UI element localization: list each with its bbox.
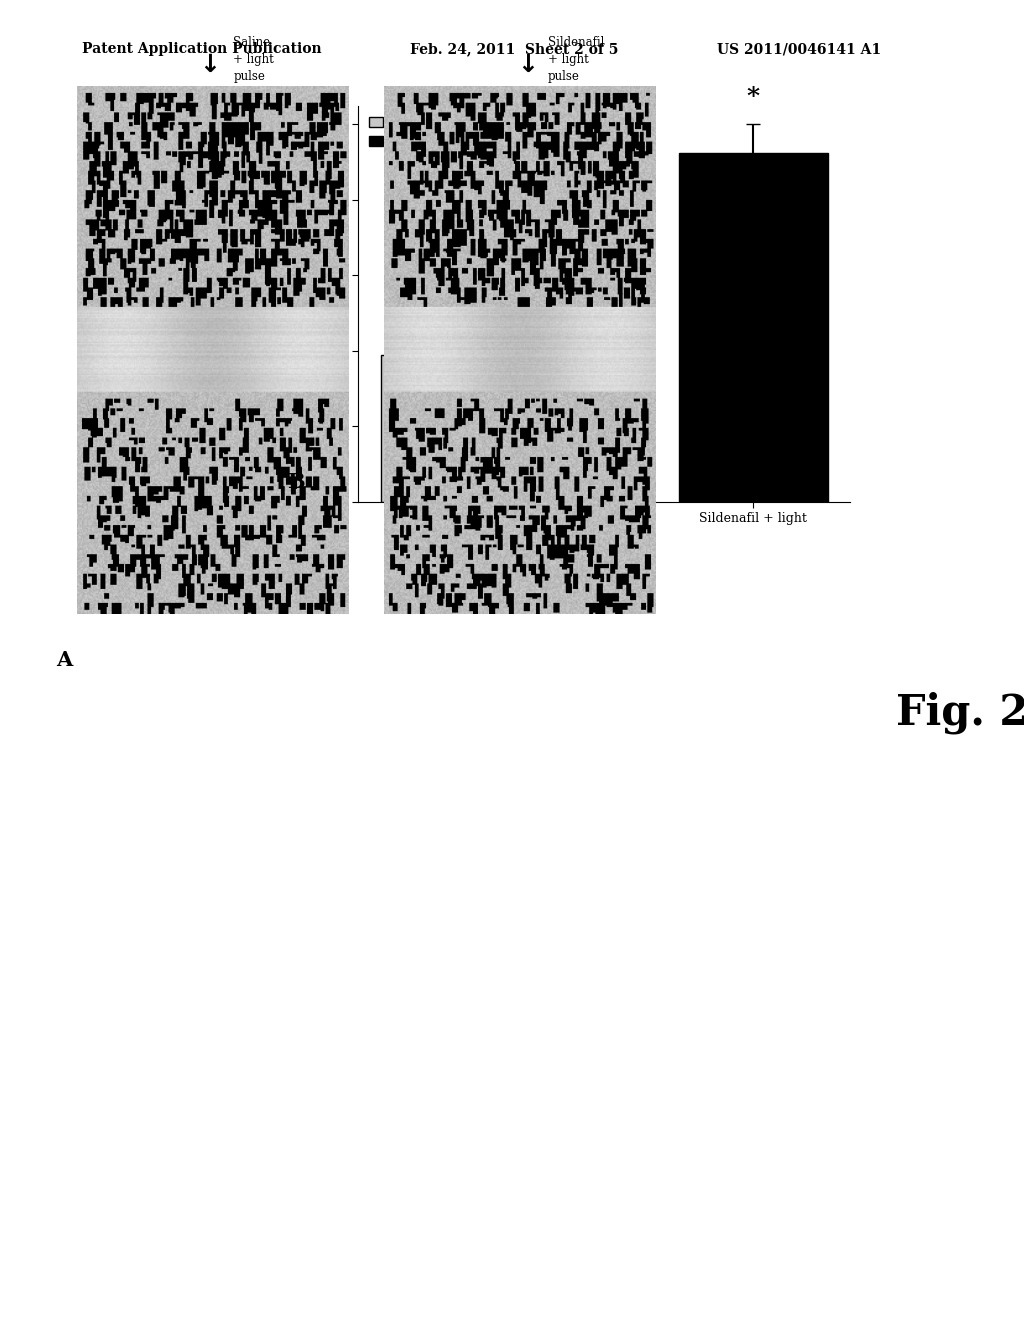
Y-axis label: Phase advance (min): Phase advance (min) [302, 230, 316, 378]
Text: Sildenafil
+ light
pulse: Sildenafil + light pulse [548, 36, 604, 83]
Text: *: * [746, 86, 760, 110]
Text: A: A [56, 649, 73, 671]
Text: Fig. 2: Fig. 2 [896, 692, 1024, 734]
Legend: Saline + light, Sildenafil + light: Saline + light, Sildenafil + light [365, 111, 496, 153]
Text: Feb. 24, 2011  Sheet 2 of 5: Feb. 24, 2011 Sheet 2 of 5 [410, 42, 617, 57]
Text: ↓: ↓ [200, 53, 220, 77]
Bar [381, 355, 529, 502]
Text: ↓: ↓ [517, 53, 538, 77]
Text: B: B [287, 471, 304, 492]
Text: Saline
+ light
pulse: Saline + light pulse [233, 36, 274, 83]
Text: Patent Application Publication: Patent Application Publication [82, 42, 322, 57]
Text: US 2011/0046141 A1: US 2011/0046141 A1 [717, 42, 881, 57]
Bar [679, 153, 827, 502]
